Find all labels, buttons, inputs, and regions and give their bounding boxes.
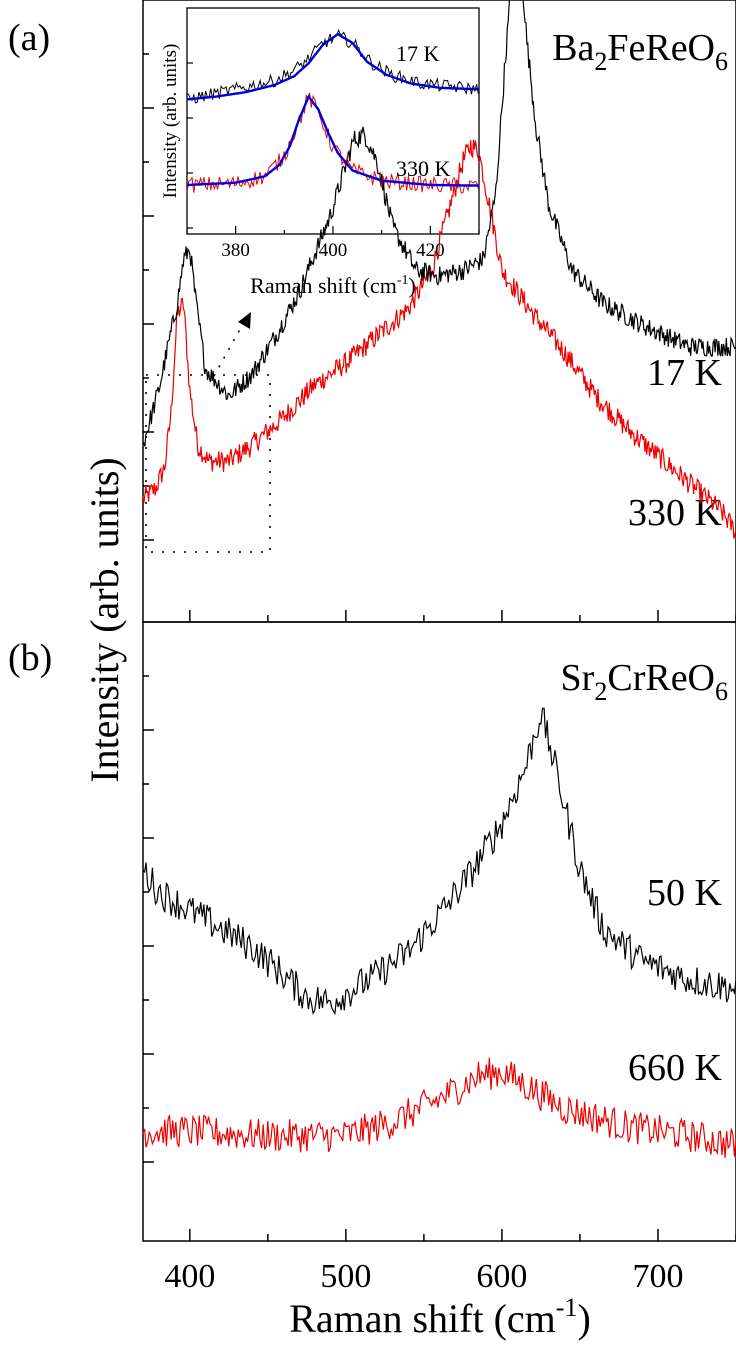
x-axis-label-main: Raman shift (cm xyxy=(289,1296,556,1341)
inset-y-axis-label: Intensity (arb. units) xyxy=(160,44,181,199)
inset-label-330k: 330 K xyxy=(396,156,451,181)
zoom-box xyxy=(145,374,271,553)
inset-plot: 380 400 420 xyxy=(186,28,480,261)
inset-x-tick-label-400: 400 xyxy=(319,240,348,261)
series-a-330k xyxy=(142,139,736,539)
panel-b-label: (b) xyxy=(8,637,52,679)
inset-series-330-k-fit xyxy=(186,94,479,187)
x-tick-label-400: 400 xyxy=(164,1258,215,1295)
inset-label-17k: 17 K xyxy=(396,41,440,66)
series-b-660k xyxy=(142,1057,736,1158)
x-tick-label-500: 500 xyxy=(320,1258,371,1295)
x-tick-label-600: 600 xyxy=(476,1258,527,1295)
panel-a-plot xyxy=(142,0,736,539)
panel-b-frame xyxy=(142,621,736,1242)
series-a-17k xyxy=(142,0,736,447)
inset-series-17-k-fit xyxy=(186,32,479,101)
panel-a-label: (a) xyxy=(8,17,50,59)
series-b-50k xyxy=(142,707,736,1016)
compound-label-a: Ba2FeReO6 xyxy=(552,27,728,76)
compound-label-b: Sr2CrReO6 xyxy=(561,657,728,706)
y-axis-label: Intensity (arb. units) xyxy=(82,457,127,783)
x-axis-label-tail: ) xyxy=(577,1296,590,1341)
label-a-17k: 17 K xyxy=(647,352,723,394)
inset-x-tick-label-420: 420 xyxy=(416,240,445,261)
inset-series-17-k xyxy=(186,28,479,104)
x-tick-label-700: 700 xyxy=(632,1258,683,1295)
zoom-arrow-line xyxy=(213,321,245,377)
inset-x-axis-label: Raman shift (cm-1) xyxy=(250,273,416,298)
axis-ticks: 400 500 600 700 xyxy=(143,53,736,1295)
inset-x-tick-label-380: 380 xyxy=(221,240,250,261)
zoom-arrow-head xyxy=(238,312,251,329)
label-b-660k: 660 K xyxy=(628,1047,723,1089)
x-axis-label-sup: -1 xyxy=(556,1293,578,1322)
label-b-50k: 50 K xyxy=(647,872,723,914)
panel-b-plot xyxy=(142,707,736,1158)
x-axis-label: Raman shift (cm-1) xyxy=(289,1293,591,1341)
inset-frame xyxy=(186,7,480,235)
